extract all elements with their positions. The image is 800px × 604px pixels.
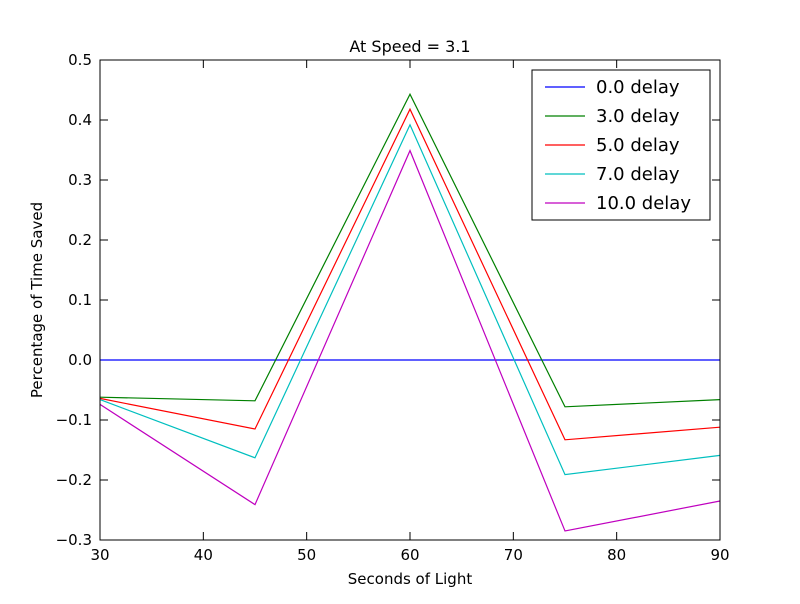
- y-tick-label: 0.4: [68, 111, 92, 129]
- legend-label: 5.0 delay: [596, 135, 680, 156]
- y-axis-ticks: −0.3 −0.2 −0.1 0.0 0.1 0.2 0.3 0.4 0.5: [56, 51, 720, 549]
- series-line-3-0-delay: [99, 92, 721, 408]
- x-tick-label: 40: [194, 546, 213, 564]
- legend-label: 0.0 delay: [596, 77, 680, 98]
- y-tick-label: 0.1: [68, 291, 92, 309]
- x-tick-label: 60: [400, 546, 419, 564]
- y-tick-label: 0.3: [68, 171, 92, 189]
- chart-title: At Speed = 3.1: [349, 37, 470, 56]
- series-line-10-0-delay: [99, 149, 721, 532]
- y-tick-label: −0.1: [56, 411, 92, 429]
- legend-label: 3.0 delay: [596, 106, 680, 127]
- series-line-7-0-delay: [99, 123, 721, 476]
- series-lines: [99, 92, 721, 532]
- legend-label: 7.0 delay: [596, 164, 680, 185]
- x-tick-label: 70: [504, 546, 523, 564]
- y-tick-label: 0.2: [68, 231, 92, 249]
- y-tick-label: −0.2: [56, 471, 92, 489]
- y-tick-label: −0.3: [56, 531, 92, 549]
- y-tick-label: 0.5: [68, 51, 92, 69]
- y-tick-label: 0.0: [68, 351, 92, 369]
- x-tick-label: 80: [607, 546, 626, 564]
- series-line-5-0-delay: [99, 107, 721, 441]
- legend: 0.0 delay 3.0 delay 5.0 delay 7.0 delay 10.0…: [531, 69, 711, 221]
- x-axis-label: Seconds of Light: [348, 570, 473, 588]
- plot-area-frame: [99, 59, 721, 541]
- y-axis-label: Percentage of Time Saved: [28, 202, 46, 398]
- x-tick-label: 30: [90, 546, 109, 564]
- x-tick-label: 90: [710, 546, 729, 564]
- x-tick-label: 50: [297, 546, 316, 564]
- legend-label: 10.0 delay: [596, 193, 691, 214]
